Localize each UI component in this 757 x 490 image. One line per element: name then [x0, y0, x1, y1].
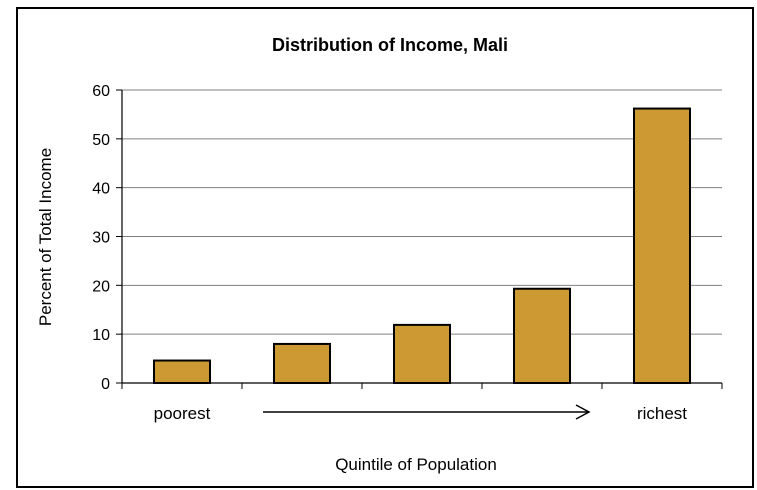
axes: [116, 89, 723, 389]
chart-title: Distribution of Income, Mali: [272, 35, 508, 55]
x-axis-label: Quintile of Population: [335, 455, 497, 474]
y-tick-label: 0: [101, 376, 110, 393]
y-tick-label: 60: [92, 83, 110, 100]
y-axis-label: Percent of Total Income: [36, 148, 55, 326]
direction-arrow: [263, 404, 591, 420]
bar: [513, 287, 571, 385]
bar: [393, 323, 451, 385]
category-label: richest: [637, 404, 687, 423]
bar: [633, 107, 691, 384]
gridlines: [122, 89, 722, 335]
category-labels: poorest richest: [154, 404, 688, 423]
category-label: poorest: [154, 404, 211, 423]
y-tick-label: 10: [92, 327, 110, 344]
y-tick-label: 20: [92, 278, 110, 295]
bars: [153, 107, 691, 385]
bar: [153, 359, 211, 384]
chart-border: [16, 7, 754, 488]
y-tick-label: 40: [92, 181, 110, 198]
y-tick-labels: 0 10 20 30 40 50 60: [92, 83, 110, 393]
y-tick-label: 30: [92, 230, 110, 247]
y-tick-label: 50: [92, 132, 110, 149]
bar: [273, 342, 331, 384]
